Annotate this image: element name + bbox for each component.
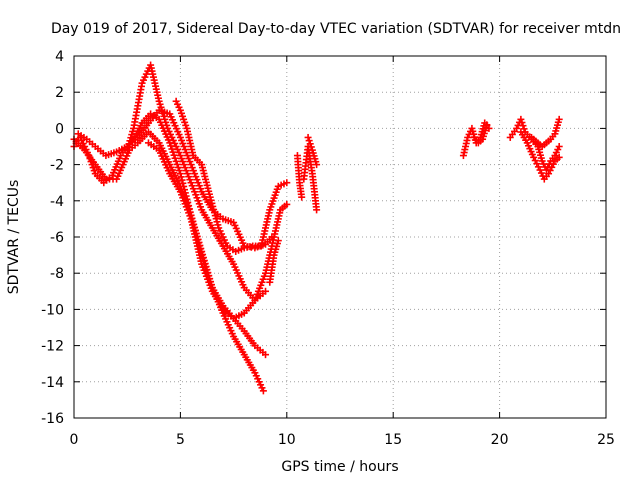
y-tick-label: 0: [55, 121, 64, 137]
grid-lines: [73, 55, 607, 419]
x-axis-label: GPS time / hours: [281, 459, 398, 475]
data-point: [555, 153, 563, 161]
x-tick-label: 20: [491, 432, 509, 448]
data-points: [70, 61, 563, 395]
y-tick-label: -6: [50, 230, 64, 246]
x-tick-label: 25: [597, 432, 615, 448]
x-tick-label: 0: [70, 432, 79, 448]
y-axis-label: SDTVAR / TECUs: [6, 180, 22, 295]
y-tick-label: -12: [41, 339, 64, 355]
data-point: [306, 140, 314, 148]
y-tick-label: 4: [55, 49, 64, 65]
data-point: [483, 121, 491, 129]
x-tick-label: 10: [278, 432, 296, 448]
data-point: [517, 115, 525, 123]
y-tick-label: -10: [41, 302, 64, 318]
data-point: [176, 170, 184, 178]
x-tick-label: 15: [384, 432, 402, 448]
data-point: [555, 115, 563, 123]
data-point: [262, 287, 270, 295]
tick-labels: 0 5 10 15 20 25 -16 -14 -12 -10 -8 -6 -4 -2 0 2 4: [41, 49, 615, 448]
data-point: [313, 206, 321, 214]
y-tick-label: 2: [55, 85, 64, 101]
data-point: [307, 143, 315, 151]
data-point: [304, 133, 312, 141]
chart-title: Day 019 of 2017, Sidereal Day-to-day VTE…: [51, 21, 621, 37]
data-point: [178, 176, 186, 184]
data-point: [520, 125, 528, 133]
data-point: [262, 351, 270, 359]
y-tick-label: -4: [50, 194, 64, 210]
data-point: [283, 179, 291, 187]
data-point: [283, 200, 291, 208]
y-tick-label: -16: [41, 411, 64, 427]
data-point: [259, 387, 267, 395]
y-tick-label: -14: [41, 375, 64, 391]
y-tick-label: -8: [50, 266, 64, 282]
x-tick-label: 5: [176, 432, 185, 448]
data-point: [313, 161, 321, 169]
data-point: [518, 119, 526, 127]
data-point: [555, 143, 563, 150]
data-point: [177, 173, 185, 181]
data-point: [519, 122, 527, 130]
y-tick-label: -2: [50, 158, 64, 174]
data-point: [298, 193, 306, 201]
data-point: [274, 237, 282, 245]
plot-frame: [73, 55, 607, 419]
data-point: [305, 137, 313, 145]
